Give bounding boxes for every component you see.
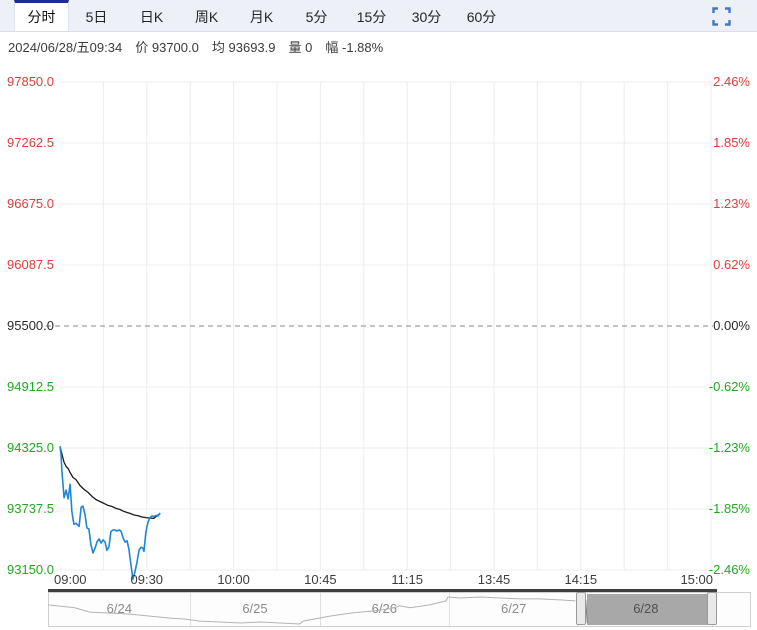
navigator-date-6/24[interactable]: 6/24 xyxy=(106,601,132,616)
time-axis-label: 09:00 xyxy=(54,572,87,587)
navigator-sparkline xyxy=(48,596,588,625)
time-axis-label: 15:00 xyxy=(680,572,713,587)
quote-change: 幅 -1.88% xyxy=(325,39,384,55)
history-sparkline xyxy=(48,596,576,625)
chart-canvas xyxy=(46,81,713,581)
price-line xyxy=(59,446,161,581)
tab-分时[interactable]: 分时 xyxy=(14,0,69,31)
price-axis-label: 94325.0 xyxy=(7,440,54,455)
average-line xyxy=(59,446,161,519)
tab-30分[interactable]: 30分 xyxy=(411,9,442,25)
time-axis-label: 10:45 xyxy=(304,572,337,587)
price-axis-label: 96675.0 xyxy=(7,196,54,211)
fullscreen-icon[interactable] xyxy=(712,7,731,26)
percent-axis-label: 0.62% xyxy=(713,257,750,272)
tab-60分[interactable]: 60分 xyxy=(466,9,497,25)
price-axis-label: 97262.5 xyxy=(7,135,54,150)
quote-price: 价 93700.0 xyxy=(135,39,199,55)
tab-日K[interactable]: 日K xyxy=(139,9,164,25)
percent-axis-label: 0.00% xyxy=(713,318,750,333)
percent-axis-label: -0.62% xyxy=(708,379,750,394)
time-axis-label: 13:45 xyxy=(477,572,511,587)
navigator-section-border xyxy=(320,593,322,626)
date-range-navigator[interactable]: 6/24 6/25 6/26 6/27 6/28 xyxy=(48,589,751,627)
price-axis-label: 93150.0 xyxy=(7,562,54,577)
quote-datetime: 2024/06/28/五09:34 xyxy=(8,39,123,55)
price-axis-label: 96087.5 xyxy=(7,257,54,272)
percent-axis-label: -2.46% xyxy=(708,562,750,577)
intraday-chart[interactable]: 97850.0 2.46% 97262.5 1.85% 96675.0 1.23% 9608… xyxy=(0,60,757,590)
time-axis-label: 11:15 xyxy=(391,572,423,587)
navigator-top-border xyxy=(48,589,718,592)
price-axis-label: 94912.5 xyxy=(7,379,54,394)
navigator-selected-range[interactable] xyxy=(586,594,708,625)
period-tabbar: 分时 5日 日K 周K 月K 5分 15分 30分 60分 xyxy=(0,0,757,32)
navigator-right-handle[interactable] xyxy=(706,592,717,625)
navigator-date-6/26[interactable]: 6/26 xyxy=(371,601,397,616)
navigator-section-border xyxy=(190,593,192,626)
quote-info-row: 2024/06/28/五09:34 价 93700.0 均 93693.9 量 … xyxy=(0,32,757,60)
tab-5分[interactable]: 5分 xyxy=(305,9,328,25)
tab-15分[interactable]: 15分 xyxy=(356,9,387,25)
time-axis-label: 09:30 xyxy=(130,572,164,587)
price-axis-label: 95500.0 xyxy=(7,318,54,333)
percent-axis-label: -1.23% xyxy=(708,440,750,455)
tab-周K[interactable]: 周K xyxy=(194,9,219,25)
percent-axis-label: 1.23% xyxy=(713,196,750,211)
time-axis-label: 14:15 xyxy=(564,572,598,587)
navigator-date-6/28[interactable]: 6/28 xyxy=(633,601,659,616)
percent-axis-label: 2.46% xyxy=(713,74,750,89)
navigator-date-6/27[interactable]: 6/27 xyxy=(501,601,527,616)
tab-月K[interactable]: 月K xyxy=(249,9,274,25)
quote-volume: 量 0 xyxy=(288,39,313,55)
percent-axis-label: -1.85% xyxy=(708,501,750,516)
navigator-left-handle[interactable] xyxy=(575,592,586,625)
price-axis-label: 93737.5 xyxy=(7,501,54,516)
percent-axis-label: 1.85% xyxy=(713,135,750,150)
navigator-section-border xyxy=(449,593,450,626)
time-axis-label: 10:00 xyxy=(217,572,250,587)
quote-average: 均 93693.9 xyxy=(211,39,276,55)
navigator-date-6/25[interactable]: 6/25 xyxy=(242,601,268,616)
tab-5日[interactable]: 5日 xyxy=(85,9,108,25)
navigator-strip[interactable]: 6/24 6/25 6/26 6/27 6/28 xyxy=(48,592,751,627)
price-axis-label: 97850.0 xyxy=(7,74,54,89)
